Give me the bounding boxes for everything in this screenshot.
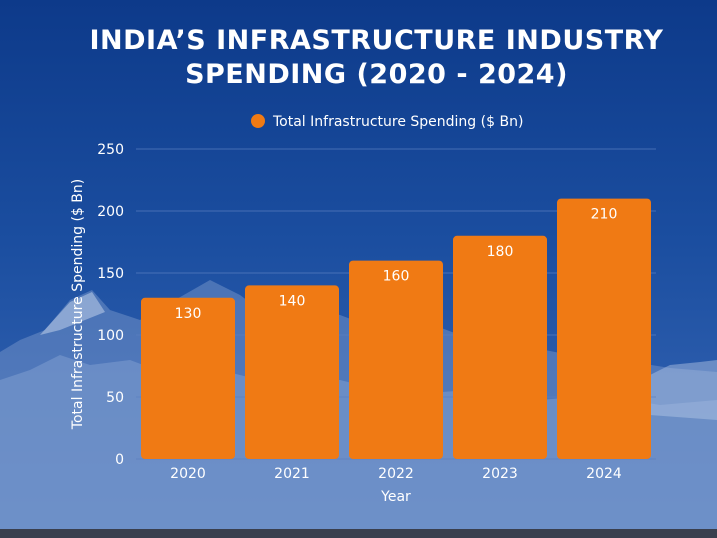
x-tick-label: 2024 — [586, 466, 622, 482]
x-tick-label: 2023 — [482, 466, 518, 482]
x-axis-ticks: 2020 2021 2022 2023 2024 — [170, 466, 622, 482]
bar-2024 — [557, 198, 651, 459]
y-axis-ticks: 0 50 100 150 200 250 — [97, 142, 124, 468]
y-tick-label: 150 — [97, 266, 124, 282]
bar-value-label: 130 — [175, 306, 202, 322]
bar-data-labels: 130 140 160 180 210 — [175, 207, 618, 322]
bar-value-label: 180 — [487, 244, 514, 260]
bar-value-label: 140 — [279, 293, 306, 309]
bar-value-label: 210 — [591, 207, 618, 223]
legend-label-total-spending: Total Infrastructure Spending ($ Bn) — [272, 114, 523, 130]
x-tick-label: 2021 — [274, 466, 310, 482]
bar-2023 — [453, 235, 547, 459]
bar-2021 — [245, 285, 339, 459]
y-tick-label: 50 — [106, 390, 124, 406]
mountain-range-right — [640, 360, 717, 420]
x-axis-title: Year — [380, 489, 411, 505]
chart-title-line-2: SPENDING (2020 - 2024) — [185, 59, 568, 90]
legend: Total Infrastructure Spending ($ Bn) — [251, 114, 523, 130]
bar-2020 — [141, 297, 235, 459]
legend-marker-total-spending — [251, 114, 265, 128]
x-tick-label: 2022 — [378, 466, 414, 482]
bar-value-label: 160 — [383, 269, 410, 285]
y-tick-label: 0 — [115, 452, 124, 468]
y-tick-label: 200 — [97, 204, 124, 220]
bars — [141, 198, 651, 459]
y-tick-label: 100 — [97, 328, 124, 344]
y-axis-title: Total Infrastructure Spending ($ Bn) — [70, 179, 86, 430]
bottom-strip — [0, 529, 717, 538]
chart-title-line-1: INDIA’S INFRASTRUCTURE INDUSTRY — [89, 25, 664, 56]
mountain-snow-left — [40, 292, 105, 335]
y-tick-label: 250 — [97, 142, 124, 158]
x-tick-label: 2020 — [170, 466, 206, 482]
bar-2022 — [349, 260, 443, 459]
